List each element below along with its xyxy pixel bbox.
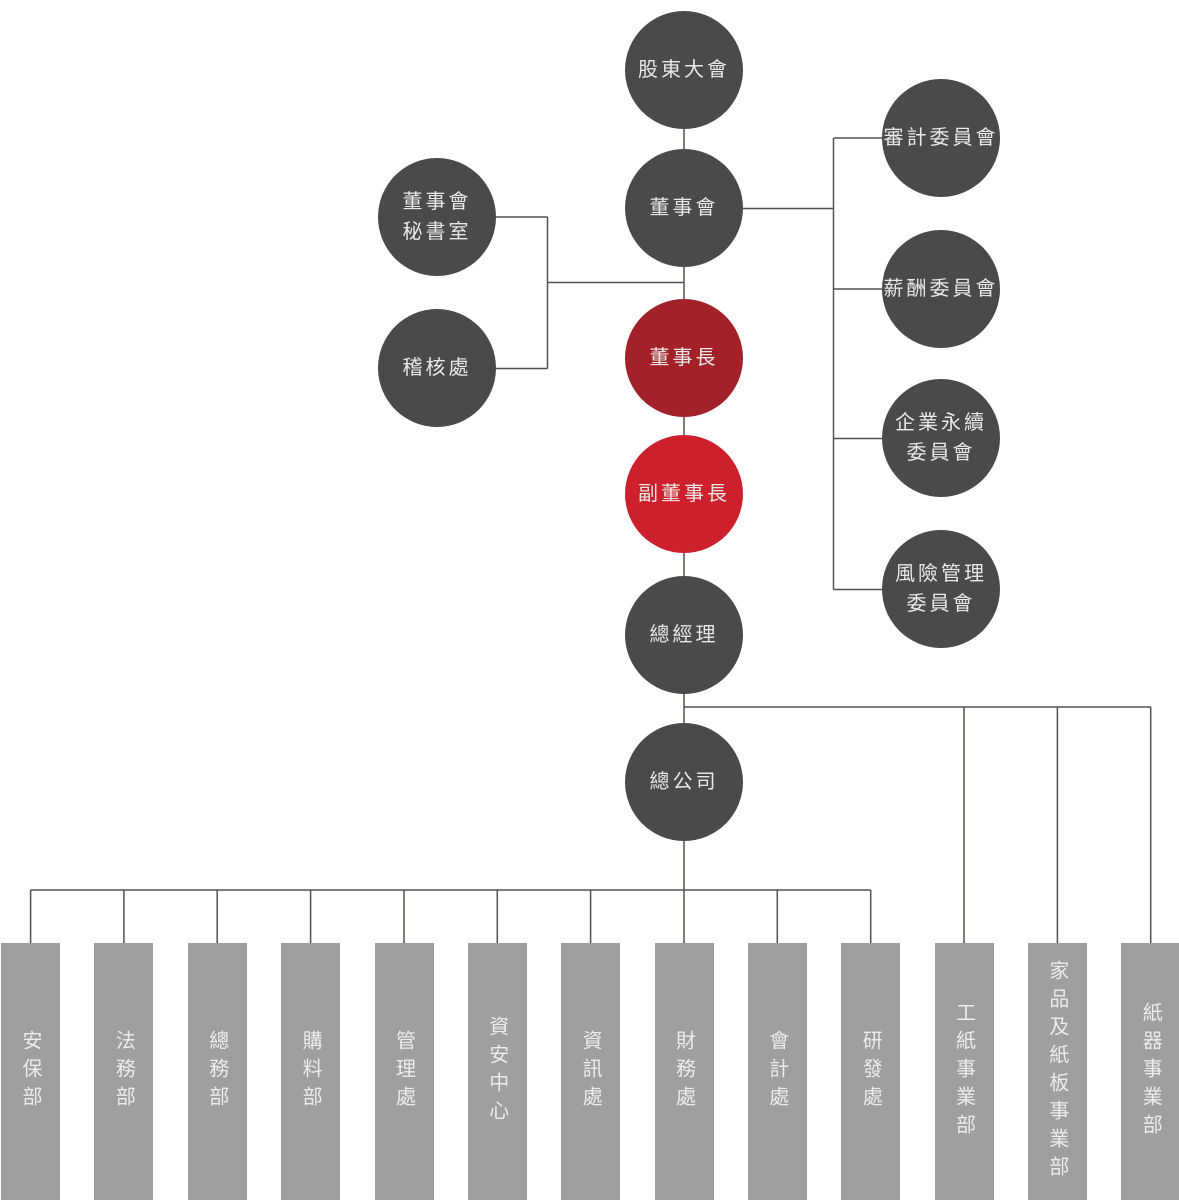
div-bar-paper-container: 紙器事業部 xyxy=(1121,943,1179,1200)
dept-bar-finance: 財務處 xyxy=(654,943,714,1200)
node-label: 稽核處 xyxy=(402,357,472,379)
node-label: 審計委員會 xyxy=(883,127,999,149)
node-label-line: 企業永續 xyxy=(895,412,987,434)
dept-bar-procurement: 購料部 xyxy=(281,943,341,1200)
dept-bar-label: 研發處 xyxy=(859,1029,882,1114)
node-label: 股東大會 xyxy=(638,59,730,81)
dept-bar-label: 工紙事業部 xyxy=(952,1001,975,1142)
dept-bar-label: 資安中心 xyxy=(485,1015,508,1128)
dept-bar-legal: 法務部 xyxy=(94,943,154,1200)
node-label-line: 秘書室 xyxy=(402,221,472,243)
node-board-of-directors: 董事會 xyxy=(625,149,743,267)
dept-bar-label: 會計處 xyxy=(765,1029,788,1114)
node-compensation-committee: 薪酬委員會 xyxy=(882,230,1000,348)
dept-bar-label: 財務處 xyxy=(672,1029,695,1114)
node-label: 副董事長 xyxy=(638,483,730,505)
node-risk-management-committee: 風險管理 委員會 xyxy=(882,530,1000,648)
dept-bar-label: 總務部 xyxy=(205,1029,228,1114)
node-board-secretariat: 董事會 秘書室 xyxy=(378,158,496,276)
node-label: 總經理 xyxy=(649,624,719,646)
node-label: 總公司 xyxy=(649,771,719,793)
dept-bar-label: 家品及紙板事業部 xyxy=(1045,959,1068,1184)
dept-bar-label: 資訊處 xyxy=(579,1029,602,1114)
node-label: 薪酬委員會 xyxy=(883,278,999,300)
dept-bar-label: 購料部 xyxy=(299,1029,322,1114)
node-audit-committee: 審計委員會 xyxy=(882,79,1000,197)
dept-bar-security: 安保部 xyxy=(1,943,60,1200)
dept-bar-label: 管理處 xyxy=(392,1029,415,1114)
node-label-line: 委員會 xyxy=(906,593,976,615)
node-chairman: 董事長 xyxy=(625,299,743,417)
node-label-line: 委員會 xyxy=(906,442,976,464)
dept-bar-rnd: 研發處 xyxy=(841,943,901,1200)
node-sustainability-committee: 企業永續 委員會 xyxy=(882,379,1000,497)
connector-department-rail xyxy=(29,889,872,943)
node-label-line: 風險管理 xyxy=(895,563,987,585)
dept-bar-information: 資訊處 xyxy=(561,943,621,1200)
dept-bar-accounting: 會計處 xyxy=(747,943,807,1200)
div-bar-industrial-paper: 工紙事業部 xyxy=(934,943,994,1200)
connector-division-rail xyxy=(684,706,1152,943)
node-label: 董事長 xyxy=(649,347,719,369)
dept-bar-general-affairs: 總務部 xyxy=(187,943,247,1200)
dept-bar-infosec-center: 資安中心 xyxy=(467,943,527,1200)
node-vice-chairman: 副董事長 xyxy=(625,435,743,553)
dept-bar-label: 安保部 xyxy=(19,1029,41,1114)
node-head-office: 總公司 xyxy=(625,723,743,841)
dept-bar-label: 紙器事業部 xyxy=(1139,1001,1162,1142)
node-general-manager: 總經理 xyxy=(625,576,743,694)
node-label: 董事會 xyxy=(649,197,719,219)
div-bar-household-paperboard: 家品及紙板事業部 xyxy=(1027,943,1087,1200)
node-shareholders-meeting: 股東大會 xyxy=(625,11,743,129)
dept-bar-label: 法務部 xyxy=(112,1029,135,1114)
node-audit-office: 稽核處 xyxy=(378,309,496,427)
node-label-line: 董事會 xyxy=(402,191,472,213)
dept-bar-management: 管理處 xyxy=(374,943,434,1200)
